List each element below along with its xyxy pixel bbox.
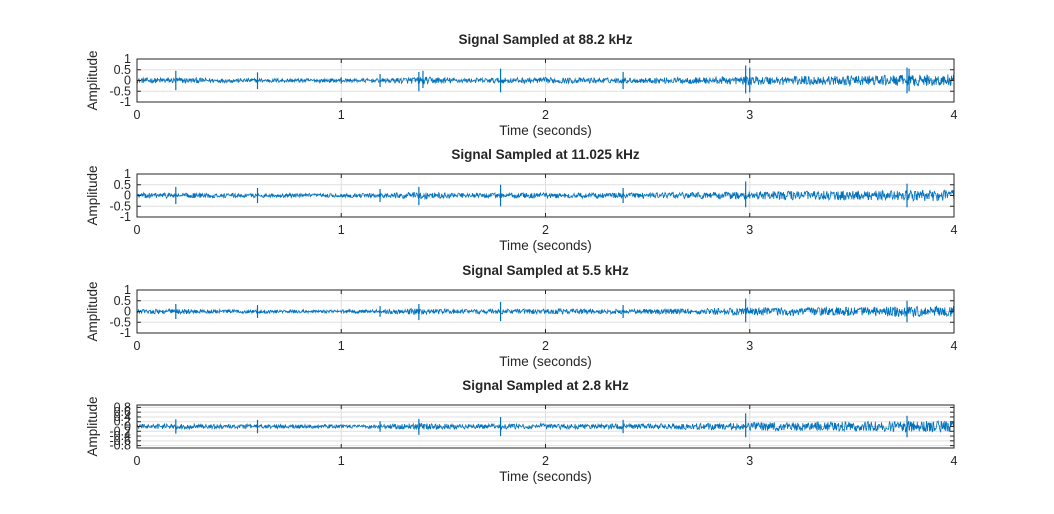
y-axis-label: Amplitude [85, 281, 100, 341]
y-tick-label: 0.8 [114, 400, 131, 414]
y-tick-label: 0 [124, 420, 131, 434]
y-tick-label: -0.4 [109, 429, 131, 443]
y-tick-label: -0.5 [109, 315, 131, 329]
x-tick-label: 1 [338, 223, 345, 237]
x-tick-label: 4 [951, 339, 958, 353]
x-tick-label: 3 [746, 108, 753, 122]
x-tick-label: 0 [134, 108, 141, 122]
x-tick-label: 1 [338, 454, 345, 468]
y-tick-label: -0.8 [109, 439, 131, 453]
signal-line [136, 419, 955, 433]
y-tick-label: -1 [120, 210, 131, 224]
y-tick-label: 1 [124, 283, 131, 297]
y-tick-label: -0.5 [109, 84, 131, 98]
x-tick-label: 4 [951, 454, 958, 468]
x-tick-label: 2 [542, 108, 549, 122]
x-tick-label: 2 [542, 454, 549, 468]
y-tick-label: 0 [124, 189, 131, 203]
chart-title: Signal Sampled at 2.8 kHz [462, 378, 629, 393]
y-tick-label: 0.5 [114, 63, 131, 77]
x-axis-label: Time (seconds) [499, 469, 592, 484]
y-tick-label: -0.6 [109, 434, 131, 448]
signal-line [136, 74, 955, 87]
y-tick-label: 0.2 [114, 415, 131, 429]
y-axis-label: Amplitude [85, 165, 100, 225]
y-axis-label: Amplitude [85, 50, 100, 110]
x-tick-label: 3 [746, 454, 753, 468]
y-tick-label: -0.5 [109, 199, 131, 213]
chart-title: Signal Sampled at 5.5 kHz [462, 263, 629, 278]
x-tick-label: 3 [746, 339, 753, 353]
y-tick-label: 0 [124, 74, 131, 88]
signal-line [136, 305, 955, 318]
x-tick-label: 0 [134, 223, 141, 237]
y-tick-label: -1 [120, 326, 131, 340]
y-tick-label: 0.5 [114, 178, 131, 192]
x-axis-label: Time (seconds) [499, 354, 592, 369]
x-tick-label: 0 [134, 454, 141, 468]
x-tick-label: 1 [338, 108, 345, 122]
x-axis-label: Time (seconds) [499, 238, 592, 253]
y-tick-label: -1 [120, 95, 131, 109]
x-axis-label: Time (seconds) [499, 123, 592, 138]
y-tick-label: 1 [124, 167, 131, 181]
x-tick-label: 4 [951, 223, 958, 237]
subplot-4: 0 1 2 3 40.80.60.40.20-0.2-0.4-0.6-0.8Signal… [85, 378, 958, 484]
signal-line [136, 189, 955, 202]
y-tick-label: 0.4 [114, 410, 131, 424]
x-tick-label: 4 [951, 108, 958, 122]
x-tick-label: 0 [134, 339, 141, 353]
x-tick-label: 2 [542, 223, 549, 237]
y-tick-label: -0.2 [109, 424, 131, 438]
chart-title: Signal Sampled at 11.025 kHz [451, 147, 640, 162]
chart-title: Signal Sampled at 88.2 kHz [458, 32, 632, 47]
x-tick-label: 1 [338, 339, 345, 353]
y-tick-label: 1 [124, 52, 131, 66]
y-tick-label: 0.5 [114, 294, 131, 308]
x-tick-label: 2 [542, 339, 549, 353]
x-tick-label: 3 [746, 223, 753, 237]
y-tick-label: 0.6 [114, 405, 131, 419]
y-axis-label: Amplitude [85, 396, 100, 456]
y-tick-label: 0 [124, 305, 131, 319]
